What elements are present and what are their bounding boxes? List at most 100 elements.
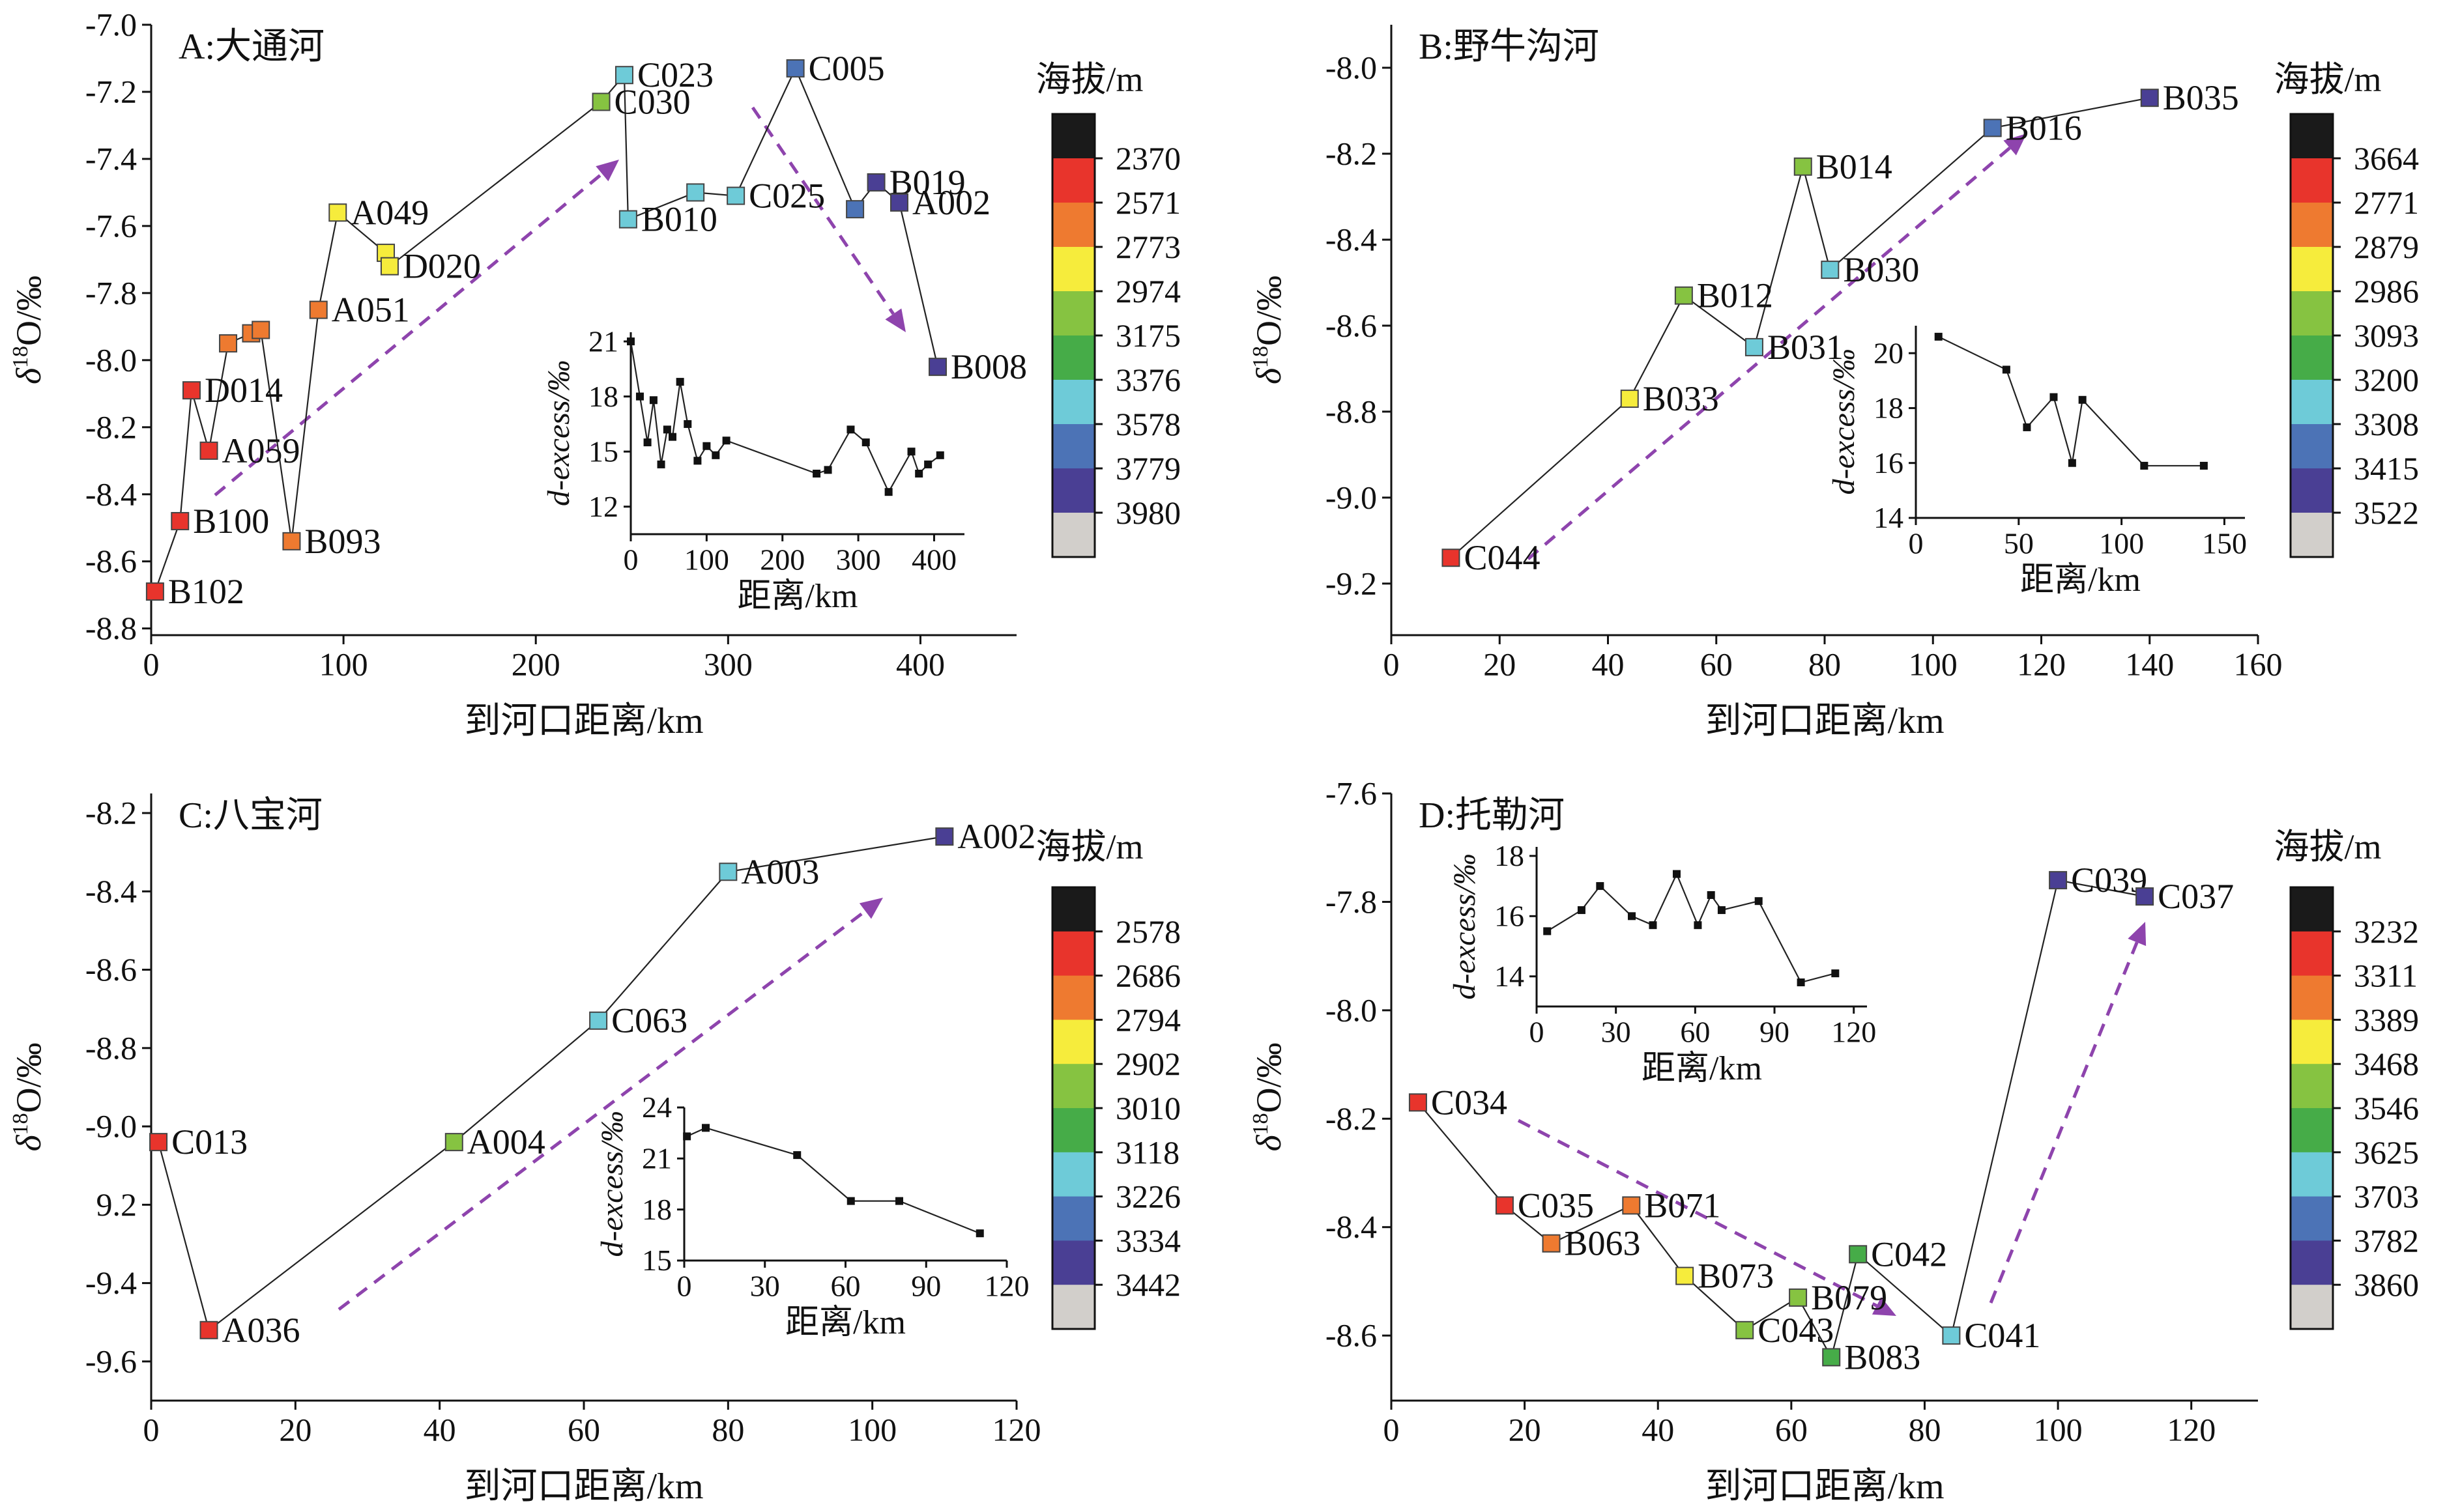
x-tick-label: 0 bbox=[143, 1412, 160, 1448]
trend-arrow-line bbox=[1517, 1119, 1877, 1307]
legend-swatch bbox=[2291, 1240, 2333, 1285]
legend-value: 3376 bbox=[1116, 362, 1181, 398]
inset-data-point bbox=[643, 438, 652, 447]
y-tick-label: -8.2 bbox=[85, 795, 137, 831]
data-point bbox=[890, 193, 908, 212]
legend-value: 2686 bbox=[1116, 958, 1181, 994]
data-point bbox=[615, 66, 633, 85]
x-tick-label: 60 bbox=[1700, 646, 1733, 683]
data-point bbox=[199, 1320, 218, 1339]
data-point bbox=[1744, 337, 1763, 356]
x-tick-label: 100 bbox=[848, 1412, 897, 1448]
inset-data-point bbox=[846, 1197, 855, 1205]
legend-swatch bbox=[1052, 158, 1095, 203]
legend-swatch bbox=[2291, 1108, 2333, 1153]
x-tick-label: 30 bbox=[1601, 1016, 1631, 1049]
inset-data-point bbox=[2140, 461, 2148, 470]
y-tick-label: -8.0 bbox=[1325, 49, 1377, 85]
x-tick-label: 400 bbox=[912, 543, 957, 577]
legend-swatch bbox=[2291, 114, 2333, 159]
data-point bbox=[1674, 286, 1693, 305]
x-tick-label: 30 bbox=[750, 1270, 780, 1303]
legend-swatch bbox=[1052, 975, 1095, 1020]
y-tick-label: 15 bbox=[642, 1244, 672, 1277]
data-point bbox=[592, 93, 611, 111]
inset-data-point bbox=[1628, 912, 1636, 920]
inset-data-point bbox=[635, 392, 644, 401]
inset-y-title: d-excess/‰ bbox=[595, 1111, 629, 1257]
legend-value: 2771 bbox=[2354, 184, 2419, 221]
inset-data-point bbox=[1831, 969, 1840, 978]
point-label: A051 bbox=[332, 291, 410, 330]
y-tick-label: -9.4 bbox=[85, 1264, 137, 1301]
legend-value: 3308 bbox=[2354, 406, 2419, 442]
x-tick-label: 100 bbox=[319, 646, 368, 683]
data-point bbox=[182, 381, 201, 400]
y-tick-label: -8.0 bbox=[1325, 991, 1377, 1028]
inset-data-point bbox=[683, 1132, 691, 1141]
data-point bbox=[2140, 89, 2159, 107]
point-label: B031 bbox=[1767, 328, 1844, 367]
point-label: B008 bbox=[951, 347, 1027, 386]
y-tick-label: -8.6 bbox=[1325, 307, 1377, 343]
legend-title: 海拔/m bbox=[1035, 827, 1143, 866]
y-tick-label: -9.0 bbox=[1325, 479, 1377, 515]
legend-value: 3664 bbox=[2354, 140, 2419, 177]
inset-data-point bbox=[915, 470, 923, 478]
x-tick-label: 120 bbox=[992, 1412, 1041, 1448]
x-tick-label: 140 bbox=[2125, 646, 2174, 683]
legend-value: 3980 bbox=[1116, 494, 1181, 531]
x-axis-title: 到河口距离/km bbox=[1705, 1466, 1944, 1507]
x-tick-label: 0 bbox=[143, 646, 160, 683]
y-tick-label: 16 bbox=[1494, 900, 1524, 933]
point-label: C044 bbox=[1464, 538, 1540, 577]
point-label: A059 bbox=[222, 431, 300, 470]
point-label: C025 bbox=[749, 177, 825, 216]
legend-swatch bbox=[1052, 291, 1095, 336]
inset-data-point bbox=[2023, 423, 2031, 431]
inset-data-point bbox=[907, 448, 916, 456]
inset-x-title: 距离/km bbox=[785, 1304, 906, 1341]
inset-data-point bbox=[669, 433, 676, 441]
x-tick-label: 40 bbox=[424, 1412, 456, 1448]
inset-data-point bbox=[1672, 870, 1681, 878]
panel-title: D:托勒河 bbox=[1419, 795, 1565, 836]
inset-data-point bbox=[1754, 897, 1763, 906]
x-tick-label: 200 bbox=[760, 543, 805, 577]
panel-B: 0 20 40 60 80 100 120 140 160-9.2-9.0-8.8-8.6-8.… bbox=[1249, 25, 2419, 741]
legend-swatch bbox=[2291, 1064, 2333, 1109]
x-tick-label: 0 bbox=[1529, 1016, 1544, 1049]
point-label: D014 bbox=[205, 371, 283, 410]
inset-y-title: d-excess/‰ bbox=[1447, 854, 1482, 1000]
legend-swatch bbox=[2291, 887, 2333, 932]
legend-swatch bbox=[2291, 931, 2333, 977]
series-line bbox=[154, 66, 939, 592]
data-point bbox=[1441, 549, 1460, 567]
y-tick-label: -9.2 bbox=[1325, 565, 1377, 601]
y-tick-label: -8.2 bbox=[85, 408, 137, 445]
point-label: C037 bbox=[2158, 877, 2234, 916]
legend-value: 3311 bbox=[2354, 958, 2418, 994]
inset-data-point bbox=[895, 1197, 903, 1205]
data-point bbox=[444, 1133, 463, 1152]
x-tick-label: 160 bbox=[2234, 646, 2283, 683]
inset-data-point bbox=[2068, 459, 2076, 467]
inset-data-point bbox=[884, 488, 893, 496]
point-label: B063 bbox=[1565, 1224, 1641, 1263]
data-point bbox=[1542, 1234, 1561, 1253]
legend-swatch bbox=[1052, 247, 1095, 292]
data-point bbox=[929, 358, 948, 377]
data-point bbox=[199, 441, 218, 460]
point-label: B010 bbox=[641, 200, 717, 239]
data-point bbox=[618, 210, 637, 229]
data-point bbox=[1789, 1288, 1808, 1307]
legend-swatch bbox=[1052, 1285, 1095, 1330]
data-point bbox=[1735, 1320, 1754, 1339]
inset-data-point bbox=[1797, 978, 1805, 987]
x-tick-label: 40 bbox=[1642, 1412, 1674, 1448]
point-label: A003 bbox=[741, 852, 819, 891]
data-point bbox=[1821, 261, 1840, 279]
legend-title: 海拔/m bbox=[2274, 60, 2381, 99]
inset-data-point bbox=[627, 337, 635, 346]
y-tick-label: 9.2 bbox=[96, 1186, 137, 1223]
